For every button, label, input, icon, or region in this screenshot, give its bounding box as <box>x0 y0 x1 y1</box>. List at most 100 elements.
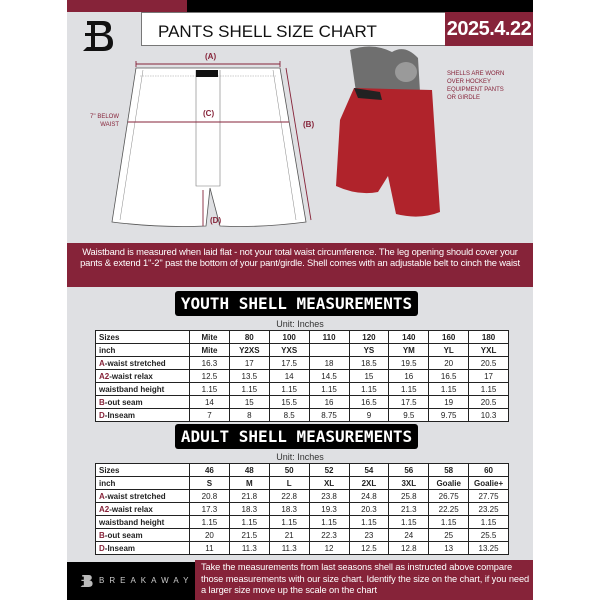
hockey-pants-photo <box>336 46 440 217</box>
table-row: Sizes Mite 80 100 110 120 140 160 180 <box>95 330 509 344</box>
table-cell: 11.3 <box>228 541 270 555</box>
table-cell <box>308 343 350 357</box>
footer-instructions: Take the measurements from last seasons … <box>195 560 533 600</box>
row-label: Sizes <box>95 463 190 477</box>
table-cell: 26.75 <box>428 489 470 503</box>
table-cell: 60 <box>468 463 509 477</box>
table-row: Sizes 46 48 50 52 54 56 58 60 <box>95 463 509 477</box>
table-row: inch Mite Y2XS YXS YS YM YL YXL <box>95 343 509 357</box>
row-label: D-Inseam <box>95 541 190 555</box>
table-cell: 8 <box>228 408 270 422</box>
table-cell: 25.5 <box>468 528 509 542</box>
table-cell: 22.25 <box>428 502 470 516</box>
table-cell: 14.5 <box>308 369 350 383</box>
table-cell: 54 <box>348 463 390 477</box>
table-cell: 17.5 <box>268 356 310 370</box>
table-cell: 1.15 <box>189 382 230 396</box>
row-label-text: inch <box>99 478 116 488</box>
adult-unit-label: Unit: Inches <box>276 452 324 462</box>
row-label-text: -waist stretched <box>104 491 166 501</box>
row-label-text: -waist relax <box>109 371 153 381</box>
table-cell: 12.5 <box>189 369 230 383</box>
table-cell: YL <box>428 343 470 357</box>
table-cell: 9.75 <box>428 408 470 422</box>
table-cell: 120 <box>348 330 390 344</box>
table-cell: 17 <box>468 369 509 383</box>
table-cell: Goalie+ <box>468 476 509 490</box>
table-cell: 1.15 <box>428 515 470 529</box>
table-cell: 27.75 <box>468 489 509 503</box>
table-cell: 16.5 <box>428 369 470 383</box>
table-cell: 13.5 <box>228 369 270 383</box>
size-chart-page: PANTS SHELL SIZE CHART 2025.4.22 (A) (C)… <box>67 0 533 600</box>
table-cell: 11 <box>189 541 230 555</box>
table-row: A2-waist relax 12.5 13.5 14 14.5 15 16 16.5 17 <box>95 369 509 383</box>
row-label-text: Sizes <box>99 332 120 342</box>
table-cell: 1.15 <box>348 382 390 396</box>
table-cell: 80 <box>228 330 270 344</box>
row-label: B-out seam <box>95 395 190 409</box>
row-label-prefix: A <box>99 491 105 501</box>
row-label-text: -out seam <box>104 530 143 540</box>
table-cell: 7 <box>189 408 230 422</box>
table-cell: 21.8 <box>228 489 270 503</box>
table-cell: 58 <box>428 463 470 477</box>
table-cell: 21.5 <box>228 528 270 542</box>
table-cell: 20 <box>428 356 470 370</box>
row-label: A-waist stretched <box>95 489 190 503</box>
table-cell: 23.25 <box>468 502 509 516</box>
table-cell: 12.5 <box>348 541 390 555</box>
table-cell: 52 <box>308 463 350 477</box>
page-title: PANTS SHELL SIZE CHART <box>141 12 446 46</box>
top-accent-bar <box>67 0 187 12</box>
table-cell: 10.3 <box>468 408 509 422</box>
table-row: waistband height 1.15 1.15 1.15 1.15 1.15 1.15… <box>95 515 509 529</box>
row-label: waistband height <box>95 515 190 529</box>
table-cell: 19 <box>428 395 470 409</box>
youth-unit-label: Unit: Inches <box>276 319 324 329</box>
table-row: waistband height 1.15 1.15 1.15 1.15 1.15 1.15… <box>95 382 509 396</box>
table-cell: 16 <box>388 369 430 383</box>
table-cell: 1.15 <box>228 382 270 396</box>
table-row: A-waist stretched 16.3 17 17.5 18 18.5 19.5 20 2… <box>95 356 509 370</box>
table-row: B-out seam 20 21.5 21 22.3 23 24 25 25.5 <box>95 528 509 542</box>
table-cell: 15.5 <box>268 395 310 409</box>
row-label: Sizes <box>95 330 190 344</box>
footer-logo-icon <box>80 575 93 587</box>
table-cell: 21 <box>268 528 310 542</box>
table-cell: 1.15 <box>428 382 470 396</box>
table-cell: Goalie <box>428 476 470 490</box>
table-cell: 15 <box>348 369 390 383</box>
row-label: D-Inseam <box>95 408 190 422</box>
table-cell: 12 <box>308 541 350 555</box>
row-label-prefix: A2 <box>99 371 110 381</box>
table-cell: 50 <box>268 463 310 477</box>
row-label-text: -Inseam <box>104 410 136 420</box>
row-label: waistband height <box>95 382 190 396</box>
row-label: inch <box>95 476 190 490</box>
adult-section-title: ADULT SHELL MEASUREMENTS <box>175 424 418 449</box>
table-cell: 180 <box>468 330 509 344</box>
row-label-text: waistband height <box>99 384 165 394</box>
table-cell: S <box>189 476 230 490</box>
table-cell: 9 <box>348 408 390 422</box>
table-cell: YS <box>348 343 390 357</box>
table-cell: 23 <box>348 528 390 542</box>
table-cell: 48 <box>228 463 270 477</box>
brand-logo-icon <box>83 21 113 51</box>
table-cell: 17.5 <box>388 395 430 409</box>
table-cell: 19.5 <box>388 356 430 370</box>
table-cell: 2XL <box>348 476 390 490</box>
table-cell: 23.8 <box>308 489 350 503</box>
table-cell: 20.8 <box>189 489 230 503</box>
table-cell: 1.15 <box>468 515 509 529</box>
label-a: (A) <box>205 52 217 61</box>
date-badge: 2025.4.22 <box>445 12 533 46</box>
table-cell: 100 <box>268 330 310 344</box>
table-cell: 11.3 <box>268 541 310 555</box>
table-cell: Y2XS <box>228 343 270 357</box>
table-row: inch S M L XL 2XL 3XL Goalie Goalie+ <box>95 476 509 490</box>
adult-size-table: Sizes 46 48 50 52 54 56 58 60 inch S M L XL 2XL 3XL Goal… <box>95 463 509 555</box>
table-cell: 1.15 <box>268 382 310 396</box>
row-label-text: -waist relax <box>109 504 153 514</box>
